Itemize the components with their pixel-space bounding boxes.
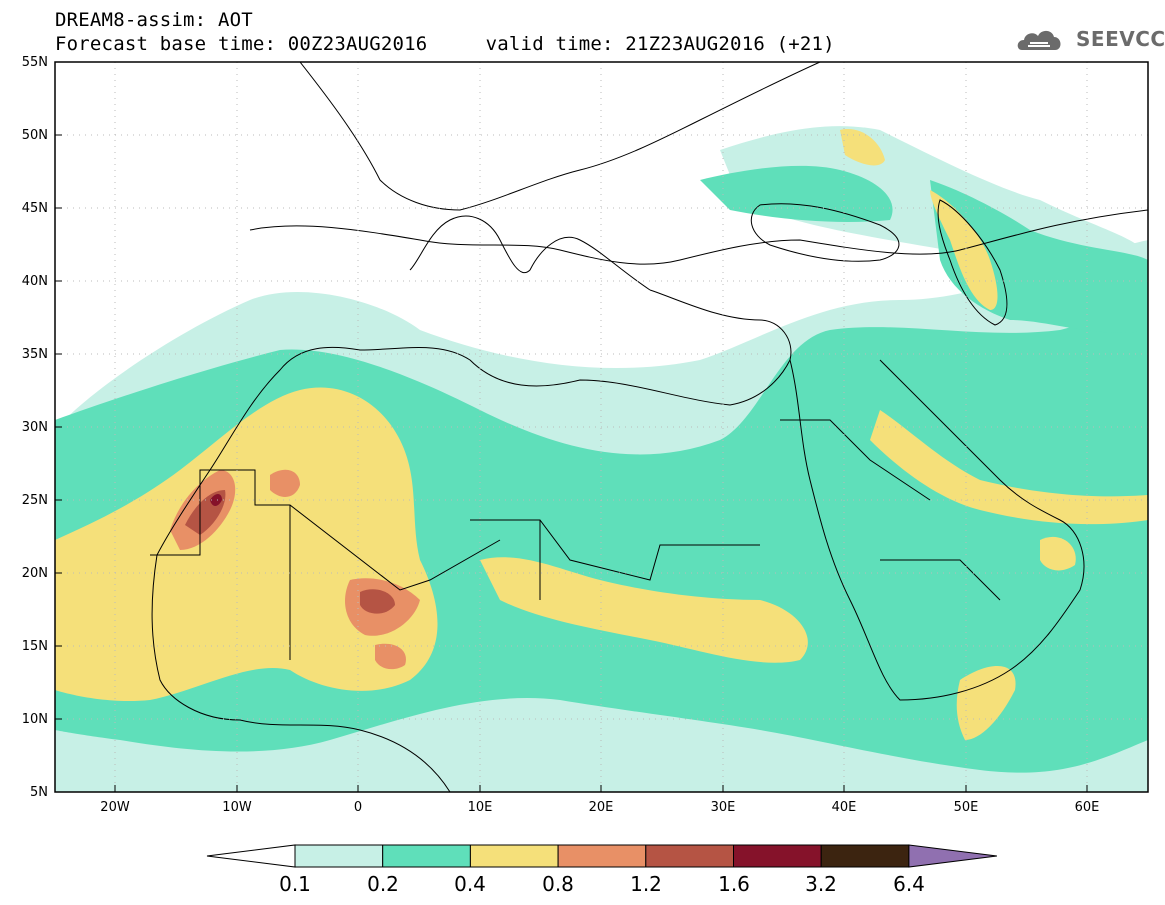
- lon-label: 60E: [1074, 800, 1100, 815]
- lat-label: 55N: [21, 55, 48, 70]
- aot-band-0.4-gulf: [870, 410, 1148, 525]
- aot-band-0.4-somalia: [956, 666, 1016, 740]
- aot-band-1.6: [210, 494, 222, 506]
- colorbar-label: 0.1: [279, 872, 311, 896]
- lon-label: 40E: [831, 800, 857, 815]
- lon-label: 0: [353, 800, 363, 815]
- lat-label: 15N: [21, 639, 48, 654]
- aot-band-0.4-azov: [840, 129, 885, 166]
- lon-label: 30E: [710, 800, 736, 815]
- aot-band-0.4: [55, 387, 438, 702]
- lat-label: 25N: [21, 493, 48, 508]
- colorbar-label: 0.2: [367, 872, 399, 896]
- logo-text: SEEVCCC: [1076, 27, 1165, 51]
- aot-band-0.8-d: [375, 643, 406, 670]
- lat-label: 45N: [21, 201, 48, 216]
- aot-band-0.4-oman: [1040, 536, 1076, 571]
- colorbar-label: 3.2: [805, 872, 837, 896]
- title-line-1: DREAM8-assim: AOT: [55, 9, 253, 31]
- lon-label: 20E: [588, 800, 614, 815]
- lat-label: 50N: [21, 128, 48, 143]
- coastlines: [150, 62, 1148, 792]
- aot-band-0.2-black-sea: [700, 165, 893, 222]
- cloud-icon: [1017, 30, 1061, 50]
- lat-label: 40N: [21, 274, 48, 289]
- aot-band-0.8-c: [270, 469, 300, 497]
- lat-label: 30N: [21, 420, 48, 435]
- lon-label: 50E: [953, 800, 979, 815]
- aot-band-0.4-sahel: [480, 557, 808, 663]
- lon-label: 20W: [100, 800, 130, 815]
- lat-label: 5N: [30, 785, 48, 800]
- colorbar-label: 0.8: [542, 872, 574, 896]
- lon-label: 10W: [222, 800, 252, 815]
- colorbar-label: 0.4: [454, 872, 486, 896]
- colorbar-label: 1.6: [718, 872, 750, 896]
- axis-ticks: [55, 61, 1088, 792]
- gridlines: [55, 62, 1148, 792]
- title-line-2: Forecast base time: 00Z23AUG2016 valid t…: [55, 33, 835, 55]
- lat-label: 35N: [21, 347, 48, 362]
- colorbar-label: 6.4: [893, 872, 925, 896]
- colorbar-label: 1.2: [630, 872, 662, 896]
- lat-label: 10N: [21, 712, 48, 727]
- aot-band-1.2-b: [360, 589, 395, 614]
- lat-label: 20N: [21, 566, 48, 581]
- aot-band-0.4-caspian: [930, 190, 998, 310]
- lon-label: 10E: [467, 800, 493, 815]
